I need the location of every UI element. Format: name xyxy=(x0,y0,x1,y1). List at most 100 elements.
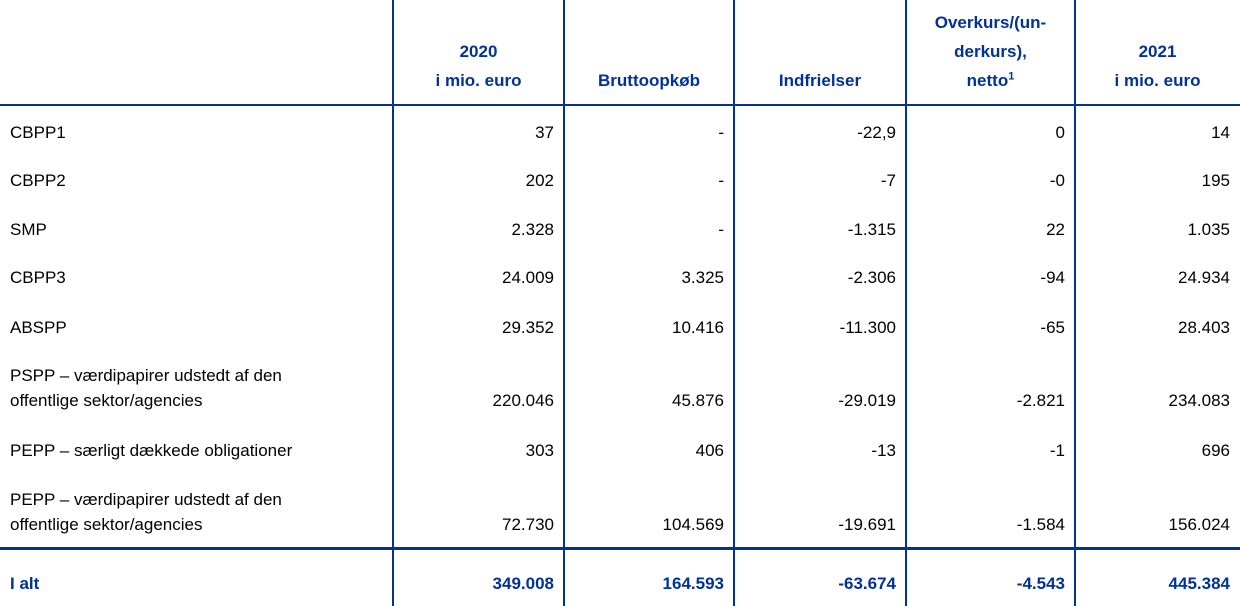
header-cell: Overkurs/(un-derkurs), netto1 xyxy=(906,0,1075,105)
header-rule xyxy=(0,104,1240,106)
value-cell: 2.328 xyxy=(393,203,564,252)
value: 37 xyxy=(535,123,554,142)
value: -22,9 xyxy=(857,123,896,142)
value: 10.416 xyxy=(672,318,724,337)
label-line: CBPP3 xyxy=(10,268,66,287)
value-cell: -22,9 xyxy=(734,105,906,155)
row-label: PEPP – værdipapirer udstedt af den offent… xyxy=(0,473,393,547)
value: 195 xyxy=(1201,171,1230,190)
value: 156.024 xyxy=(1168,515,1230,534)
value: 2.328 xyxy=(511,220,554,239)
value: 349.008 xyxy=(492,574,554,593)
label-line: PEPP – særligt dækkede obligationer xyxy=(10,441,293,460)
value-cell: -13 xyxy=(734,423,906,473)
row-label: PSPP – værdipapirer udstedt af den offent… xyxy=(0,350,393,423)
value-cell: 37 xyxy=(393,105,564,155)
column-rule xyxy=(733,0,735,606)
value-cell: 220.046 xyxy=(393,350,564,423)
value: 202 xyxy=(525,171,554,190)
row-label: CBPP3 xyxy=(0,252,393,300)
label-line: PSPP – værdipapirer udstedt af den xyxy=(10,366,282,385)
label-line: ABSPP xyxy=(10,318,67,337)
header-line: i mio. euro xyxy=(435,71,522,90)
total-label: I alt xyxy=(0,551,393,606)
value: 3.325 xyxy=(681,268,724,287)
row-label: CBPP2 xyxy=(0,155,393,203)
value-cell: -94 xyxy=(906,252,1075,300)
value: -1 xyxy=(1049,441,1065,460)
value: - xyxy=(718,220,724,239)
value: 164.593 xyxy=(662,574,724,593)
row-label: SMP xyxy=(0,203,393,252)
value: -13 xyxy=(871,441,896,460)
value: 234.083 xyxy=(1168,391,1230,410)
value: 406 xyxy=(695,441,724,460)
total-rule xyxy=(0,547,1240,550)
value: 22 xyxy=(1046,220,1065,239)
value-cell: 29.352 xyxy=(393,300,564,350)
value-cell: -1.315 xyxy=(734,203,906,252)
value-cell: 303 xyxy=(393,423,564,473)
value-cell: 14 xyxy=(1075,105,1240,155)
value: - xyxy=(718,123,724,142)
value-cell: 24.009 xyxy=(393,252,564,300)
value: 303 xyxy=(525,441,554,460)
value-cell: -2.306 xyxy=(734,252,906,300)
header-cell: Indfrielser xyxy=(734,0,906,105)
value-cell: 24.934 xyxy=(1075,252,1240,300)
value: -63.674 xyxy=(838,574,896,593)
value-cell: 22 xyxy=(906,203,1075,252)
value-cell: 1.035 xyxy=(1075,203,1240,252)
value-cell: 72.730 xyxy=(393,473,564,547)
value-cell: - xyxy=(564,105,734,155)
column-rule xyxy=(392,0,394,606)
value: - xyxy=(718,171,724,190)
value-cell: -7 xyxy=(734,155,906,203)
column-rule xyxy=(905,0,907,606)
value-cell: 156.024 xyxy=(1075,473,1240,547)
value-cell: 10.416 xyxy=(564,300,734,350)
header-line: derkurs), xyxy=(954,42,1027,61)
value: -7 xyxy=(880,171,896,190)
column-rule xyxy=(563,0,565,606)
total-value: -63.674 xyxy=(734,551,906,606)
header-line: Bruttoopkøb xyxy=(598,71,700,90)
value: -1.315 xyxy=(847,220,896,239)
total-value: 349.008 xyxy=(393,551,564,606)
value-cell: 202 xyxy=(393,155,564,203)
value: 24.009 xyxy=(502,268,554,287)
value: 0 xyxy=(1055,123,1065,142)
value-cell: -19.691 xyxy=(734,473,906,547)
column-rule xyxy=(1074,0,1076,606)
header-line: 2021 xyxy=(1138,42,1177,61)
value-cell: 28.403 xyxy=(1075,300,1240,350)
value: 14 xyxy=(1211,123,1230,142)
header-line: Overkurs/(un- xyxy=(934,13,1047,32)
value: 29.352 xyxy=(502,318,554,337)
label-line: CBPP1 xyxy=(10,123,66,142)
value-cell: 3.325 xyxy=(564,252,734,300)
row-label: PEPP – særligt dækkede obligationer xyxy=(0,423,393,473)
value: 445.384 xyxy=(1168,574,1230,593)
value: -2.306 xyxy=(847,268,896,287)
header-cell: Bruttoopkøb xyxy=(564,0,734,105)
label-line: CBPP2 xyxy=(10,171,66,190)
value-cell: - xyxy=(564,155,734,203)
value: 28.403 xyxy=(1178,318,1230,337)
label-line: SMP xyxy=(10,220,47,239)
total-value: -4.543 xyxy=(906,551,1075,606)
value: -2.821 xyxy=(1016,391,1065,410)
row-label: ABSPP xyxy=(0,300,393,350)
value: -11.300 xyxy=(839,318,896,337)
value-cell: - xyxy=(564,203,734,252)
footnote-mark: 1 xyxy=(1008,70,1015,83)
header-line: Indfrielser xyxy=(778,71,862,90)
value: -1.584 xyxy=(1016,515,1065,534)
value: -65 xyxy=(1040,318,1065,337)
value-cell: 696 xyxy=(1075,423,1240,473)
value-cell: -1.584 xyxy=(906,473,1075,547)
value-cell: 406 xyxy=(564,423,734,473)
header-cell: 2021 i mio. euro xyxy=(1075,0,1240,105)
header-cell: 2020 i mio. euro xyxy=(393,0,564,105)
